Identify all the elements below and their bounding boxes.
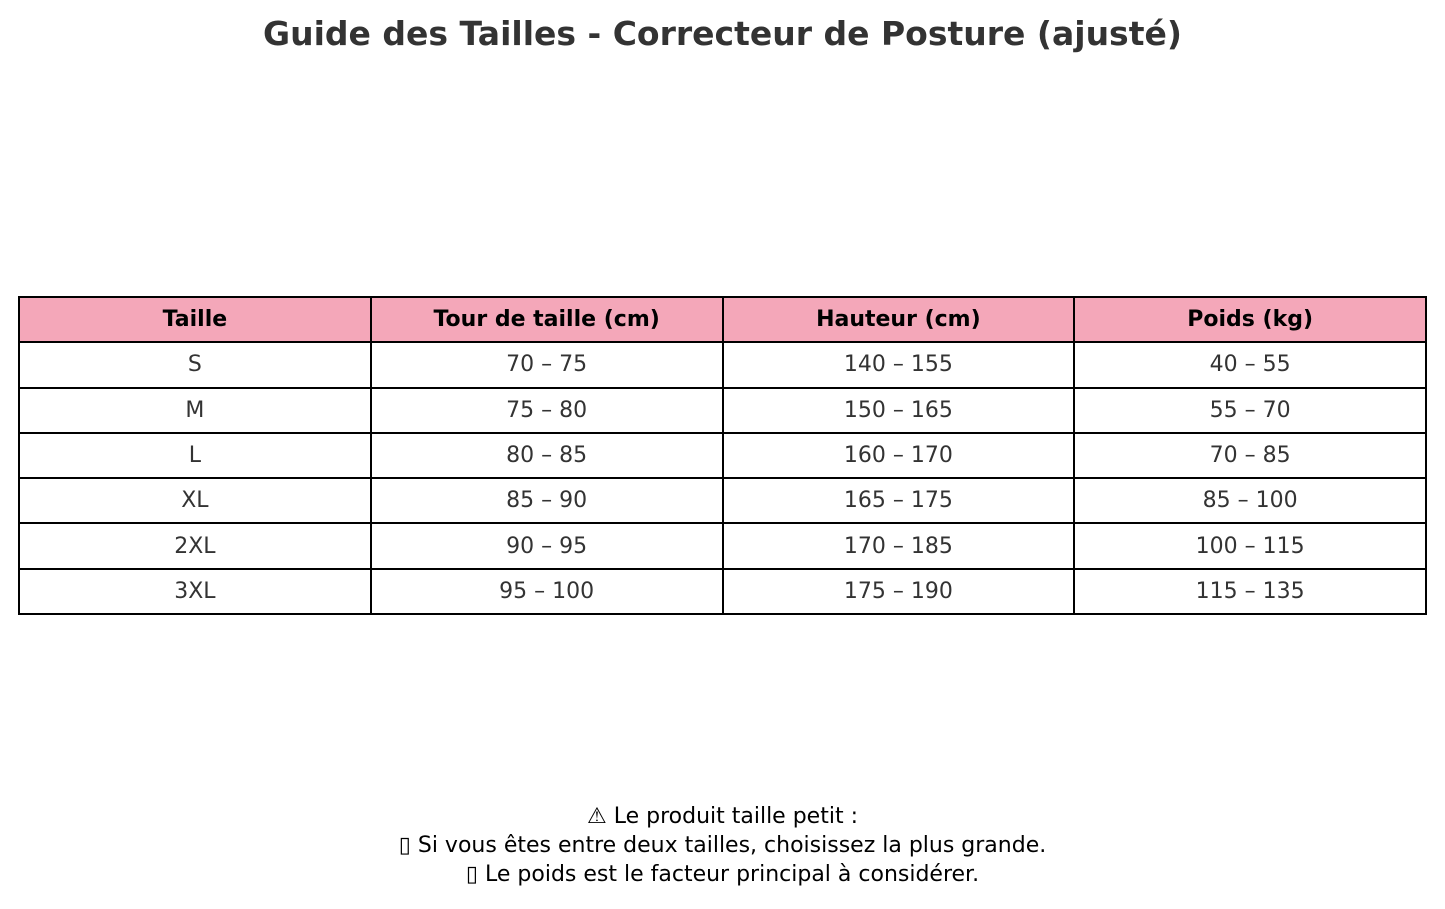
table-cell: 85 – 90 xyxy=(369,477,724,525)
table-cell: 175 – 190 xyxy=(721,567,1076,616)
table-cell: XL xyxy=(18,477,372,525)
table-cell: 85 – 100 xyxy=(1073,477,1427,525)
column-header: Taille xyxy=(18,295,372,344)
table-cell: 115 – 135 xyxy=(1073,567,1427,616)
table-cell: M xyxy=(18,386,372,434)
table-cell: 40 – 55 xyxy=(1073,341,1427,389)
table-cell: 70 – 85 xyxy=(1073,431,1427,480)
table-cell: 90 – 95 xyxy=(369,522,724,570)
note-size-advice: ▯ Si vous êtes entre deux tailles, chois… xyxy=(398,833,1047,858)
table-row: M 75 – 80 150 – 165 55 – 70 xyxy=(18,386,1427,434)
table-cell: 100 – 115 xyxy=(1073,522,1427,570)
table-cell: 80 – 85 xyxy=(369,431,724,480)
table-cell: 150 – 165 xyxy=(721,386,1076,434)
table-cell: 160 – 170 xyxy=(721,431,1076,480)
table-cell: 2XL xyxy=(18,522,372,570)
table-cell: 95 – 100 xyxy=(369,567,724,616)
table-cell: L xyxy=(18,431,372,480)
note-weight-advice: ▯ Le poids est le facteur principal à co… xyxy=(465,862,980,887)
column-header: Poids (kg) xyxy=(1073,295,1427,344)
size-table: Taille Tour de taille (cm) Hauteur (cm) Poi… xyxy=(18,295,1427,616)
table-row: 3XL 95 – 100 175 – 190 115 – 135 xyxy=(18,567,1427,616)
table-cell: 3XL xyxy=(18,567,372,616)
chart-title: Guide des Tailles - Correcteur de Postur… xyxy=(263,14,1182,53)
table-row: 2XL 90 – 95 170 – 185 100 – 115 xyxy=(18,522,1427,570)
column-header: Hauteur (cm) xyxy=(721,295,1076,344)
table-row: L 80 – 85 160 – 170 70 – 85 xyxy=(18,431,1427,480)
table-row: S 70 – 75 140 – 155 40 – 55 xyxy=(18,341,1427,389)
column-header: Tour de taille (cm) xyxy=(369,295,724,344)
table-cell: 165 – 175 xyxy=(721,477,1076,525)
table-cell: 70 – 75 xyxy=(369,341,724,389)
table-cell: S xyxy=(18,341,372,389)
footnote: ⚠ Le produit taille petit : ▯ Si vous êt… xyxy=(0,802,1445,889)
table-cell: 55 – 70 xyxy=(1073,386,1427,434)
note-warning: ⚠ Le produit taille petit : xyxy=(587,804,858,829)
table-cell: 170 – 185 xyxy=(721,522,1076,570)
table-cell: 140 – 155 xyxy=(721,341,1076,389)
table-row: XL 85 – 90 165 – 175 85 – 100 xyxy=(18,477,1427,525)
header-row: Taille Tour de taille (cm) Hauteur (cm) Poi… xyxy=(18,295,1427,344)
table-cell: 75 – 80 xyxy=(369,386,724,434)
